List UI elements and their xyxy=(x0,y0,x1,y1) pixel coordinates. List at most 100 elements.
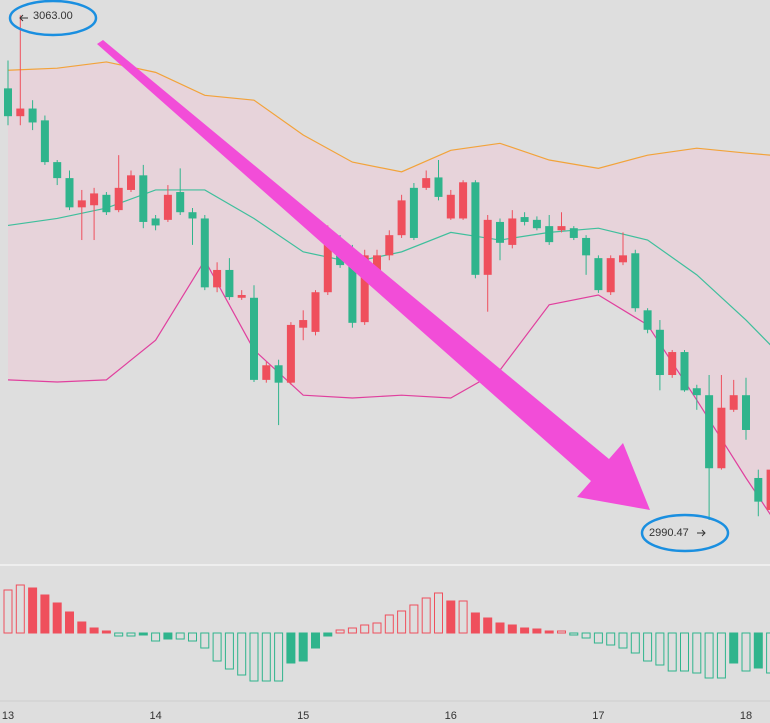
macd-bar xyxy=(298,632,308,662)
macd-bar xyxy=(753,632,763,669)
candle-body xyxy=(323,240,332,293)
candle-body xyxy=(262,365,271,380)
macd-bar xyxy=(360,624,370,634)
candle-body xyxy=(299,320,308,328)
candle-body xyxy=(225,269,234,298)
macd-bar xyxy=(151,632,161,642)
macd-bar xyxy=(384,614,394,634)
macd-bar xyxy=(606,632,616,646)
candle-body xyxy=(102,194,111,213)
macd-bar xyxy=(692,632,702,674)
macd-bar xyxy=(347,627,357,634)
candle-body xyxy=(655,329,664,376)
candle-body xyxy=(127,175,135,190)
x-tick-label: 14 xyxy=(149,710,161,722)
x-tick-label: 15 xyxy=(297,710,309,722)
candle-body xyxy=(176,192,185,213)
macd-bar xyxy=(766,632,770,674)
candle-body xyxy=(65,178,74,208)
candle-body xyxy=(348,255,357,323)
candle-body xyxy=(520,217,529,222)
candle-body xyxy=(90,193,99,206)
macd-bar xyxy=(224,632,234,670)
macd-bar xyxy=(569,632,579,636)
candle-body xyxy=(53,162,62,179)
candle-body xyxy=(385,235,394,256)
macd-bar xyxy=(483,617,493,634)
macd-bar xyxy=(434,592,443,634)
right-arrow-icon xyxy=(697,529,706,537)
x-tick-label: 13 xyxy=(2,710,14,722)
macd-bar xyxy=(532,628,542,634)
macd-bar xyxy=(15,584,25,634)
candle-body xyxy=(139,175,148,222)
macd-bar xyxy=(65,611,74,634)
macd-bar xyxy=(212,632,222,662)
candle-body xyxy=(668,352,677,376)
candle-body xyxy=(606,258,615,293)
candle-body xyxy=(692,388,701,396)
macd-bar xyxy=(286,632,296,664)
candle-body xyxy=(40,120,49,163)
macd-bar xyxy=(495,622,505,634)
candle-body xyxy=(163,194,172,220)
macd-bar xyxy=(323,632,333,637)
macd-bar xyxy=(101,630,111,634)
candle-body xyxy=(766,469,770,510)
macd-bar xyxy=(77,621,87,634)
macd-bar xyxy=(716,632,726,679)
macd-bar xyxy=(544,630,554,634)
max-annotation: 3063.00 xyxy=(33,10,73,22)
candle-body xyxy=(422,178,431,188)
candle-body xyxy=(483,219,492,275)
macd-bar xyxy=(507,624,517,634)
macd-bar xyxy=(261,632,271,682)
candle-body xyxy=(151,218,160,226)
macd-bar xyxy=(458,600,468,634)
candle-body xyxy=(446,194,455,219)
candle-body xyxy=(114,187,123,211)
candle-body xyxy=(680,352,689,391)
candle-body xyxy=(286,324,295,383)
macd-bar xyxy=(237,632,247,676)
macd-bar xyxy=(175,632,185,640)
candle-body xyxy=(717,407,726,469)
macd-bar xyxy=(126,632,136,637)
candle-body xyxy=(619,255,627,263)
macd-bar xyxy=(335,629,345,634)
macd-bar xyxy=(89,627,99,634)
candle-body xyxy=(274,365,283,383)
left-arrow-icon xyxy=(19,14,28,22)
candle-body xyxy=(754,477,763,502)
macd-bar xyxy=(28,587,38,634)
band-line xyxy=(7,259,770,516)
macd-bar xyxy=(446,600,456,634)
macd-bar xyxy=(372,622,382,634)
macd-bar xyxy=(643,632,653,662)
candle-body xyxy=(28,108,37,123)
candle-body xyxy=(360,255,369,323)
macd-bar xyxy=(200,632,210,649)
macd-bar xyxy=(655,632,665,666)
candle-body xyxy=(16,108,25,117)
candle-body xyxy=(508,218,517,245)
macd-bar xyxy=(163,632,173,640)
macd-bar xyxy=(557,630,566,634)
macd-bar xyxy=(520,627,530,634)
macd-bar xyxy=(618,632,628,649)
macd-bar xyxy=(680,632,689,672)
candle-body xyxy=(532,219,541,229)
candle-body xyxy=(631,253,640,309)
candle-body xyxy=(742,395,750,430)
candle-body xyxy=(213,269,222,288)
candle-body xyxy=(4,88,12,117)
candle-body xyxy=(459,182,468,219)
macd-bar xyxy=(470,612,480,634)
candle-body xyxy=(643,310,652,330)
candle-body xyxy=(409,187,418,238)
macd-bar xyxy=(630,632,640,654)
candle-body xyxy=(496,221,504,243)
macd-bar xyxy=(704,632,714,679)
macd-bar xyxy=(188,632,197,642)
